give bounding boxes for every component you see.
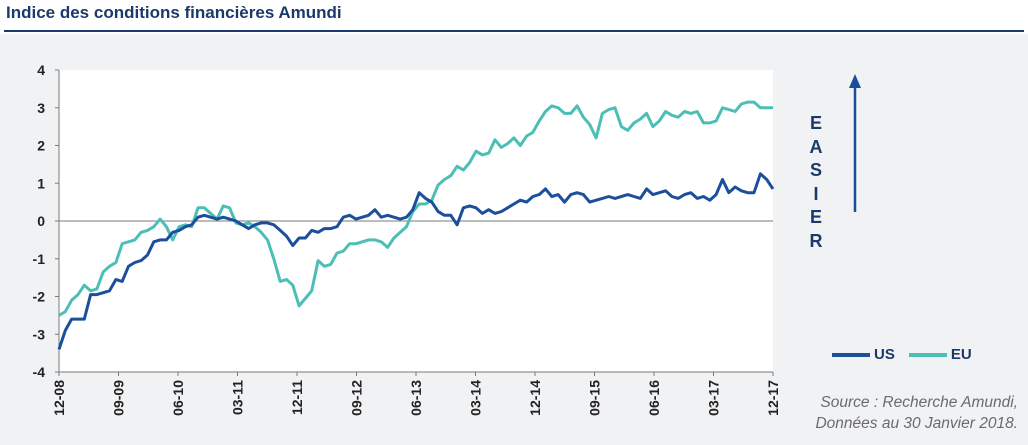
y-tick-label: -3 (33, 326, 46, 342)
y-tick-label: -1 (33, 251, 46, 267)
title-underline (4, 30, 1024, 32)
chart-area: 4 3 2 1 0 -1 -2 -3 -4 12-08 09-09 06-10 03-11 12-11 09… (0, 34, 1028, 445)
line-chart: 4 3 2 1 0 -1 -2 -3 -4 12-08 09-09 06-10 03-11 12-11 09… (33, 62, 861, 416)
easier-letter: I (813, 183, 819, 204)
x-tick-label: 09-12 (349, 380, 365, 416)
legend-item-eu: EU (908, 346, 972, 363)
x-tick-label: 03-17 (706, 380, 722, 416)
easier-letter: E (809, 113, 822, 133)
series-line-eu (58, 100, 773, 317)
chart-title: Indice des conditions financières Amundi (6, 3, 342, 22)
easier-letter: R (809, 230, 823, 251)
y-tick-label: 0 (37, 213, 45, 229)
y-tick-label: 3 (37, 100, 45, 116)
easier-letter: E (809, 207, 822, 227)
x-tick-label: 06-13 (408, 380, 424, 416)
y-tick-label: 4 (37, 62, 45, 78)
x-tick-label: 09-09 (111, 380, 127, 416)
legend: US EU (832, 346, 986, 363)
legend-swatch-eu (908, 352, 947, 357)
y-tick-label: -4 (33, 364, 46, 380)
legend-label-eu: EU (950, 346, 972, 363)
legend-label-us: US (874, 346, 895, 363)
x-tick-label: 12-14 (527, 380, 543, 416)
y-tick-label: 2 (37, 138, 45, 154)
easier-letter: A (809, 136, 823, 157)
legend-swatch-us (832, 352, 870, 357)
y-tick-label: -2 (33, 289, 46, 305)
easier-arrow-head (849, 74, 861, 88)
source-note: Source : Recherche Amundi, Données au 30… (815, 392, 1018, 434)
source-line-2: Données au 30 Janvier 2018. (815, 415, 1018, 432)
source-line-1: Source : Recherche Amundi, (820, 394, 1018, 411)
legend-item-us: US (832, 346, 895, 363)
x-tick-label: 12-11 (289, 380, 305, 415)
x-tick-label: 12-08 (51, 380, 67, 416)
series-line-us (57, 172, 775, 350)
x-tick-label: 03-11 (230, 380, 246, 415)
x-tick-label: 12-17 (765, 380, 781, 416)
y-tick-label: 1 (37, 175, 45, 191)
easier-letter: S (809, 160, 822, 180)
x-tick-label: 03-14 (468, 380, 484, 416)
x-tick-label: 06-10 (170, 380, 186, 416)
x-tick-label: 09-15 (587, 380, 603, 416)
x-tick-label: 06-16 (646, 380, 662, 416)
